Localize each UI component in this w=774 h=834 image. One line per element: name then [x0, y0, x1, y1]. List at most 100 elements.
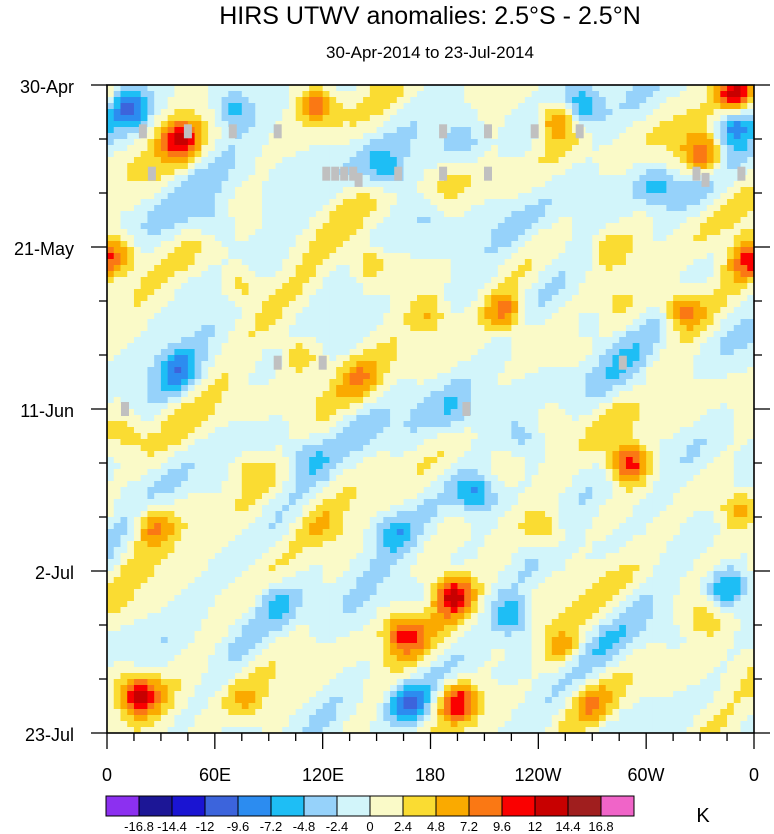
field-cell: [127, 355, 135, 362]
field-cell: [201, 271, 209, 278]
field-cell: [241, 109, 250, 116]
field-cell: [740, 205, 748, 212]
field-cell: [646, 337, 654, 344]
field-cell: [652, 103, 661, 110]
field-cell: [484, 247, 492, 254]
field-cell: [336, 355, 344, 362]
field-cell: [733, 205, 742, 212]
field-cell: [208, 253, 216, 260]
field-cell: [464, 181, 472, 188]
field-cell: [592, 271, 600, 278]
field-cell: [430, 127, 438, 134]
field-cell: [262, 349, 270, 356]
field-cell: [572, 259, 580, 266]
field-cell: [652, 343, 661, 350]
field-cell: [598, 115, 607, 122]
field-cell: [410, 235, 418, 242]
field-cell: [248, 253, 256, 260]
field-cell: [228, 241, 236, 248]
field-cell: [113, 259, 122, 266]
field-cell: [464, 133, 472, 140]
field-cell: [693, 289, 701, 296]
field-cell: [686, 271, 694, 278]
field-cell: [295, 175, 304, 182]
field-cell: [248, 235, 256, 242]
field-cell: [127, 349, 135, 356]
field-cell: [275, 325, 283, 332]
field-cell: [369, 307, 378, 314]
field-cell: [201, 199, 209, 206]
field-cell: [201, 163, 209, 170]
field-cell: [572, 205, 580, 212]
field-cell: [538, 349, 546, 356]
field-cell: [194, 265, 202, 272]
field-cell: [592, 199, 600, 206]
field-cell: [484, 109, 492, 116]
field-cell: [160, 169, 169, 176]
field-cell: [619, 379, 627, 386]
field-cell: [572, 85, 580, 92]
field-cell: [565, 295, 573, 302]
field-cell: [174, 187, 182, 194]
field-cell: [322, 391, 331, 398]
field-cell: [376, 115, 384, 122]
field-cell: [727, 217, 735, 224]
field-cell: [363, 289, 371, 296]
field-cell: [518, 223, 526, 230]
field-cell: [619, 331, 627, 338]
field-cell: [214, 349, 223, 356]
field-cell: [201, 391, 209, 398]
field-cell: [383, 157, 391, 164]
field-cell: [511, 121, 519, 128]
field-cell: [241, 139, 250, 146]
field-cell: [531, 265, 539, 272]
field-cell: [565, 127, 573, 134]
field-cell: [598, 163, 607, 170]
field-cell: [443, 265, 452, 272]
field-cell: [113, 229, 122, 236]
field-cell: [160, 115, 169, 122]
field-cell: [396, 235, 405, 242]
field-cell: [187, 349, 196, 356]
field-cell: [605, 97, 614, 104]
field-cell: [625, 139, 634, 146]
field-cell: [700, 91, 708, 98]
field-cell: [417, 313, 425, 320]
field-cell: [700, 127, 708, 134]
field-cell: [288, 175, 297, 182]
field-cell: [511, 307, 519, 314]
field-cell: [322, 379, 331, 386]
field-cell: [598, 85, 607, 92]
field-cell: [632, 133, 641, 140]
field-cell: [565, 385, 573, 392]
field-cell: [160, 181, 169, 188]
field-cell: [497, 97, 506, 104]
field-cell: [700, 277, 708, 284]
field-cell: [356, 157, 364, 164]
field-cell: [295, 133, 304, 140]
field-cell: [396, 349, 405, 356]
field-cell: [457, 217, 465, 224]
field-cell: [167, 157, 175, 164]
field-cell: [174, 127, 182, 134]
field-cell: [282, 247, 290, 254]
field-cell: [747, 139, 754, 146]
field-cell: [376, 223, 384, 230]
field-cell: [275, 175, 283, 182]
field-cell: [686, 343, 694, 350]
field-cell: [248, 319, 256, 326]
field-cell: [349, 85, 357, 92]
field-cell: [511, 361, 519, 368]
field-cell: [713, 349, 721, 356]
field-cell: [713, 307, 721, 314]
field-cell: [181, 319, 189, 326]
field-cell: [450, 247, 459, 254]
field-cell: [504, 325, 512, 332]
field-cell: [187, 295, 196, 302]
field-cell: [127, 157, 135, 164]
field-cell: [679, 241, 688, 248]
field-cell: [437, 337, 445, 344]
field-cell: [619, 169, 627, 176]
field-cell: [700, 253, 708, 260]
field-cell: [430, 385, 438, 392]
